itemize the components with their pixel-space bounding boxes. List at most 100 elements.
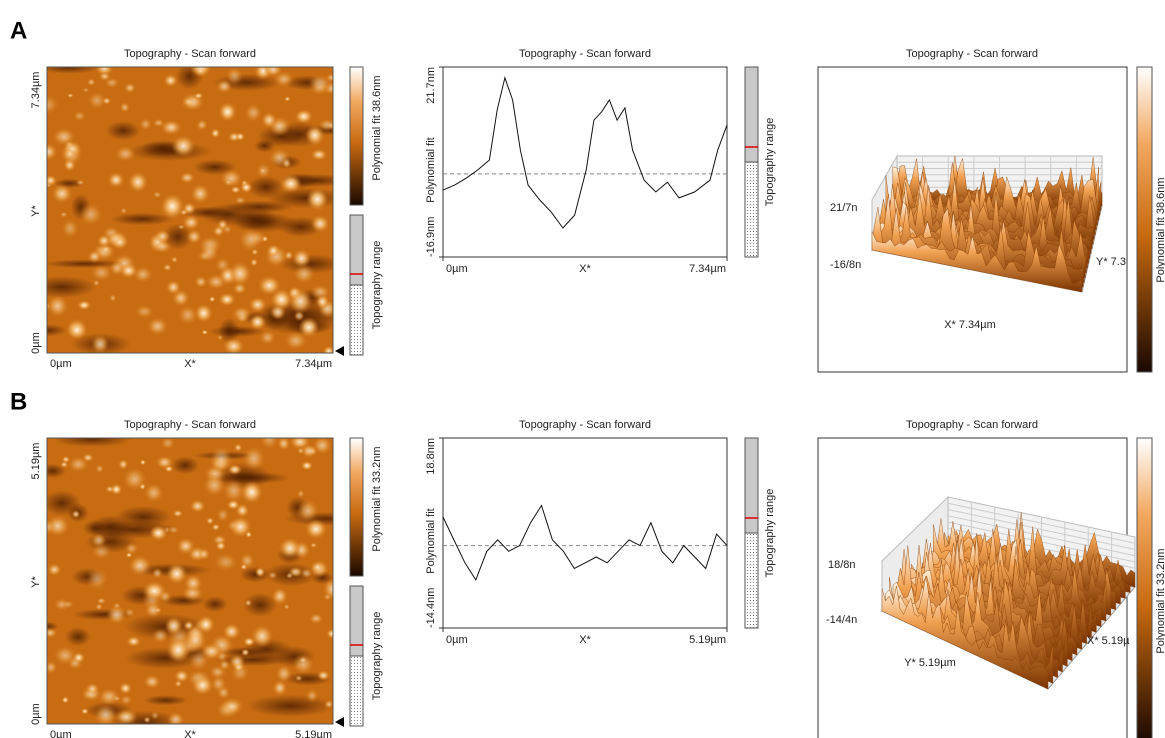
grain [166, 636, 191, 663]
grain [126, 635, 142, 647]
grain [323, 345, 333, 353]
grain [150, 711, 160, 720]
grain [311, 561, 324, 573]
grain [51, 184, 73, 204]
grain [310, 214, 330, 233]
grain [242, 446, 266, 472]
grain [82, 87, 90, 93]
grain [128, 171, 148, 193]
grain [109, 260, 125, 276]
grain [196, 119, 208, 131]
dark-spot [115, 505, 172, 529]
grain [250, 258, 259, 267]
grain [112, 695, 121, 702]
colorbar-label: Polynomial fit 38.6nm [371, 75, 383, 180]
wall-grid [947, 502, 1136, 544]
grain [61, 456, 70, 463]
grain [144, 602, 162, 618]
y-axis-label: Polynomial fit [425, 508, 437, 573]
axis-label: 7.34µm [295, 358, 332, 370]
image-title: Topography - Scan forward [124, 419, 256, 431]
grain [326, 628, 333, 639]
dark-spot [162, 223, 193, 250]
axis-label: Y* 5.19µm [904, 657, 956, 669]
x-tick-label: 5.19µm [689, 634, 726, 646]
plot-frame [442, 437, 728, 629]
grain [163, 526, 171, 534]
grain [239, 552, 255, 569]
grain [219, 697, 244, 715]
grain [95, 464, 104, 474]
dark-spot [47, 67, 101, 74]
profile-title: Topography - Scan forward [519, 419, 651, 431]
axis-label: 0µm [30, 332, 42, 354]
grain [109, 294, 117, 302]
grain [278, 537, 301, 559]
grain [222, 623, 241, 640]
dark-spot [105, 121, 141, 141]
grain [281, 158, 292, 169]
axis-label: 5.19µm [295, 729, 332, 738]
grain [133, 266, 153, 283]
colorbar [1136, 66, 1153, 373]
grain [152, 118, 165, 127]
grain [209, 665, 227, 679]
grain [300, 568, 313, 579]
grain [73, 111, 86, 121]
grain [294, 109, 314, 124]
grain [155, 455, 174, 470]
grain [295, 675, 303, 682]
range-bottom [349, 284, 364, 356]
dark-spot [170, 456, 200, 475]
grain [184, 574, 203, 592]
dark-spot [65, 627, 91, 647]
grain [144, 483, 164, 503]
axis-label: 0µm [50, 358, 72, 370]
colorbar [1136, 437, 1153, 738]
range-label: Topography range [764, 118, 776, 207]
grain [310, 148, 328, 161]
grain [139, 483, 146, 490]
grain [201, 329, 209, 335]
range-label: Topography range [764, 489, 776, 578]
grain [275, 664, 293, 683]
range-bottom [744, 532, 759, 629]
grain [194, 303, 213, 323]
axis-label: 0µm [30, 703, 42, 725]
grain [191, 675, 214, 696]
range-bottom [744, 161, 759, 258]
axis-label: 7.34µm [30, 72, 42, 109]
grain [189, 499, 206, 513]
arrow [335, 346, 344, 356]
grain [215, 541, 227, 551]
grain [99, 244, 113, 254]
grain [143, 716, 151, 724]
grain [213, 552, 238, 572]
grain [152, 191, 162, 199]
view3d-title: Topography - Scan forward [906, 419, 1038, 431]
axis-label: 5.19µm [30, 443, 42, 480]
grain [218, 292, 236, 307]
grain [230, 186, 241, 194]
colorbar [349, 66, 364, 206]
grain [225, 67, 244, 86]
grain [288, 288, 313, 314]
grain [47, 660, 58, 674]
grain [190, 183, 210, 204]
grain [98, 687, 120, 706]
axis-label: X* [184, 729, 196, 738]
grain [119, 682, 132, 695]
grain [269, 304, 286, 320]
dark-spot [224, 200, 294, 214]
z-label: 18/8n [828, 559, 856, 571]
grain [203, 473, 226, 497]
grain [183, 628, 207, 652]
grain [164, 616, 183, 636]
dark-spot [218, 317, 240, 344]
grain [124, 608, 135, 618]
grain [79, 203, 103, 226]
grain [174, 680, 182, 688]
grain [61, 696, 69, 704]
grain [47, 627, 58, 638]
colorbar-label: Polynomial fit 33.2nm [371, 446, 383, 551]
